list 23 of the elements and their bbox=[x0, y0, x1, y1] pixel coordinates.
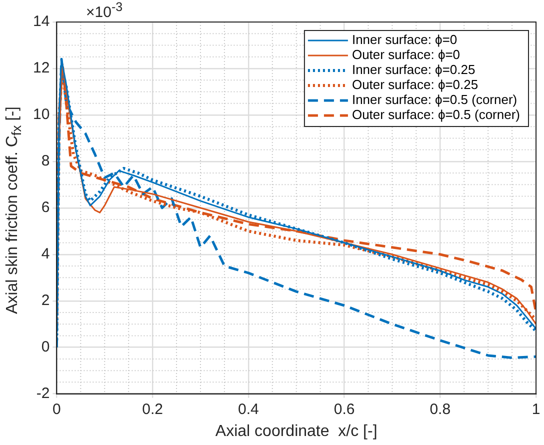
legend-label: Outer surface: ϕ=0 bbox=[352, 47, 460, 62]
y-tick-label: 10 bbox=[32, 106, 50, 124]
x-tick-label: 0.2 bbox=[142, 400, 163, 418]
x-axis-title: Axial coordinate x/c [-] bbox=[215, 422, 378, 440]
y-tick-label: 8 bbox=[41, 152, 50, 170]
x-tick-label: 0.6 bbox=[334, 400, 355, 418]
y-tick-label: 6 bbox=[41, 199, 50, 216]
x-tick-label: 0.8 bbox=[430, 400, 451, 418]
x-tick-label: 1 bbox=[532, 400, 540, 418]
y-tick-label: 2 bbox=[41, 292, 50, 309]
legend-label: Inner surface: ϕ=0.25 bbox=[352, 62, 476, 78]
x-tick-label: 0 bbox=[52, 400, 61, 418]
y-tick-label: 4 bbox=[41, 246, 50, 263]
x-tick-label: 0.4 bbox=[238, 400, 259, 418]
legend-label: Outer surface: ϕ=0.5 (corner) bbox=[352, 107, 520, 122]
y-tick-label: 12 bbox=[32, 60, 50, 77]
legend-label: Inner surface: ϕ=0.5 (corner) bbox=[352, 92, 518, 108]
y-tick-label: 14 bbox=[32, 13, 50, 30]
legend-label: Inner surface: ϕ=0 bbox=[352, 32, 458, 48]
y-tick-label: 0 bbox=[41, 338, 50, 356]
y-tick-label: -2 bbox=[36, 384, 50, 402]
text: ×10$^{-3}$ bbox=[86, 0, 123, 21]
legend-label: Outer surface: ϕ=0.25 bbox=[352, 77, 478, 92]
